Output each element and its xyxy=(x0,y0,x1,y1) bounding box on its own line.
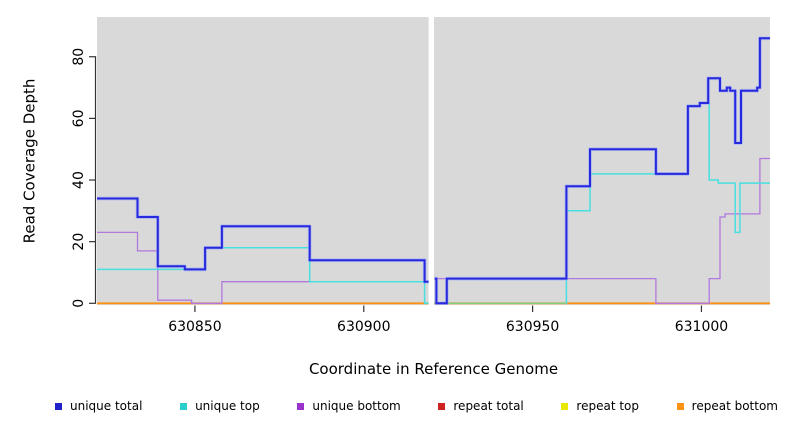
legend-label: repeat top xyxy=(576,399,640,413)
legend-label: unique total xyxy=(70,399,143,413)
legend-swatch-icon xyxy=(561,402,569,410)
y-tick-label: 40 xyxy=(71,171,87,189)
legend-item-unique-bottom: unique bottom xyxy=(297,399,401,413)
series-unique-bottom xyxy=(97,231,429,304)
legend-label: unique bottom xyxy=(312,399,401,413)
series-unique-total xyxy=(97,197,429,283)
x-tick-label: 630900 xyxy=(337,319,390,335)
legend-item-repeat-top: repeat top xyxy=(561,399,639,413)
x-axis-title: Coordinate in Reference Genome xyxy=(309,360,558,378)
y-axis-title: Read Coverage Depth xyxy=(21,79,39,244)
series-unique-total xyxy=(434,37,770,305)
legend-swatch-icon xyxy=(676,402,684,410)
legend-swatch-icon xyxy=(297,402,305,410)
y-tick-label: 20 xyxy=(71,233,87,251)
y-tick-label: 0 xyxy=(71,299,87,308)
legend-swatch-icon xyxy=(438,402,446,410)
legend-swatch-icon xyxy=(55,402,62,410)
legend-label: unique top xyxy=(195,399,260,413)
legend-item-repeat-bottom: repeat bottom xyxy=(676,399,778,413)
legend: unique total unique top unique bottom repea… xyxy=(55,399,778,413)
legend-item-unique-total: unique total xyxy=(55,399,142,413)
legend-item-repeat-total: repeat total xyxy=(438,399,524,413)
x-tick-label: 630950 xyxy=(506,319,559,335)
legend-label: repeat total xyxy=(453,399,524,413)
x-tick-label: 631000 xyxy=(675,319,728,335)
legend-swatch-icon xyxy=(180,402,188,410)
series-unique-bottom xyxy=(434,157,770,304)
legend-label: repeat bottom xyxy=(691,399,778,413)
y-tick-label: 80 xyxy=(71,48,87,66)
x-tick-label: 630850 xyxy=(168,319,221,335)
legend-item-unique-top: unique top xyxy=(180,399,260,413)
data-gap-band xyxy=(428,17,435,305)
y-tick-label: 60 xyxy=(71,109,87,127)
